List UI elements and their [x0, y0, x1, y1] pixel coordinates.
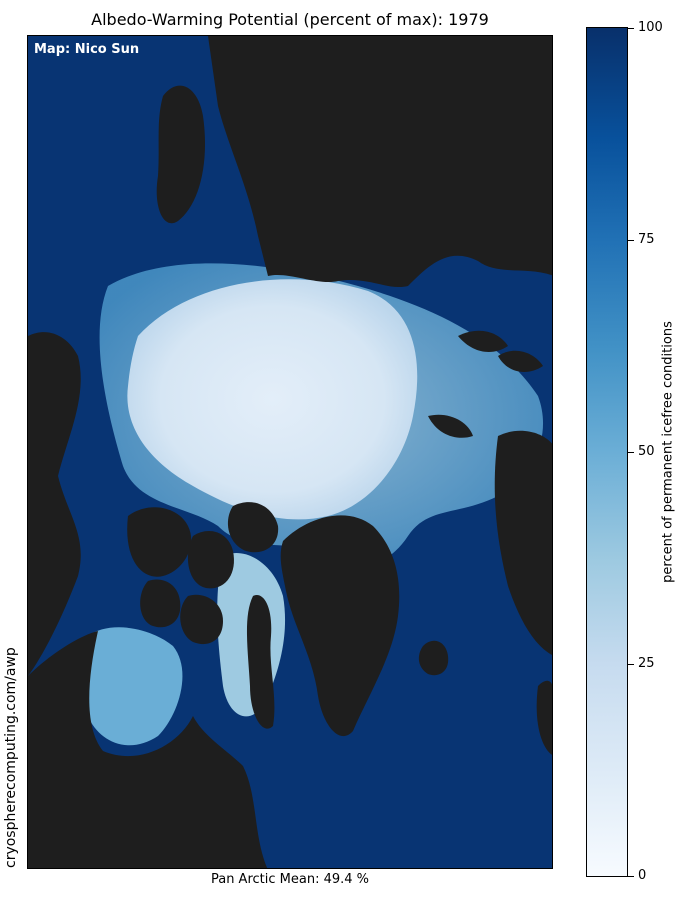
- colorbar-tick-label: 0: [638, 868, 647, 883]
- colorbar-tick: [628, 876, 634, 877]
- land-masses: [28, 36, 552, 868]
- source-url: cryospherecomputing.com/awp: [3, 647, 19, 868]
- hudson-bay-ice: [80, 627, 183, 746]
- arctic-map: Map: Nico Sun: [27, 35, 553, 869]
- colorbar-tick: [628, 452, 634, 453]
- colorbar: [586, 27, 628, 877]
- pan-arctic-mean: Pan Arctic Mean: 49.4 %: [210, 872, 370, 887]
- map-title: Albedo-Warming Potential (percent of max…: [91, 10, 489, 29]
- colorbar-label: percent of permanent icefree conditions: [660, 321, 676, 583]
- colorbar-tick-label: 50: [638, 444, 655, 459]
- central-pack-ice: [127, 279, 418, 520]
- colorbar-tick: [628, 28, 634, 29]
- colorbar-tick-label: 25: [638, 656, 655, 671]
- map-graphic: [28, 36, 552, 868]
- colorbar-tick: [628, 664, 634, 665]
- colorbar-tick-label: 100: [638, 20, 663, 35]
- colorbar-tick: [628, 240, 634, 241]
- colorbar-tick-label: 75: [638, 232, 655, 247]
- map-credit: Map: Nico Sun: [34, 42, 140, 57]
